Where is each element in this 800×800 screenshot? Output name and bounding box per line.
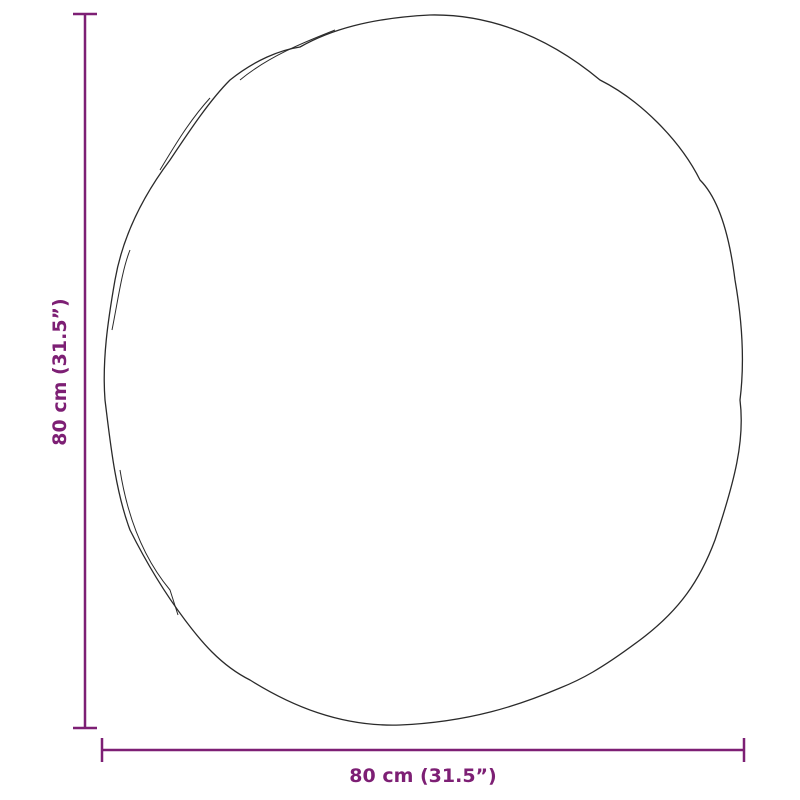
height-label: 80 cm (31.5”): [49, 298, 71, 445]
mirror-outline-edge: [111, 29, 336, 616]
height-dimension: [73, 12, 97, 730]
width-label: 80 cm (31.5”): [349, 765, 496, 787]
mirror-outline: [103, 14, 744, 726]
width-dimension: [100, 738, 746, 762]
